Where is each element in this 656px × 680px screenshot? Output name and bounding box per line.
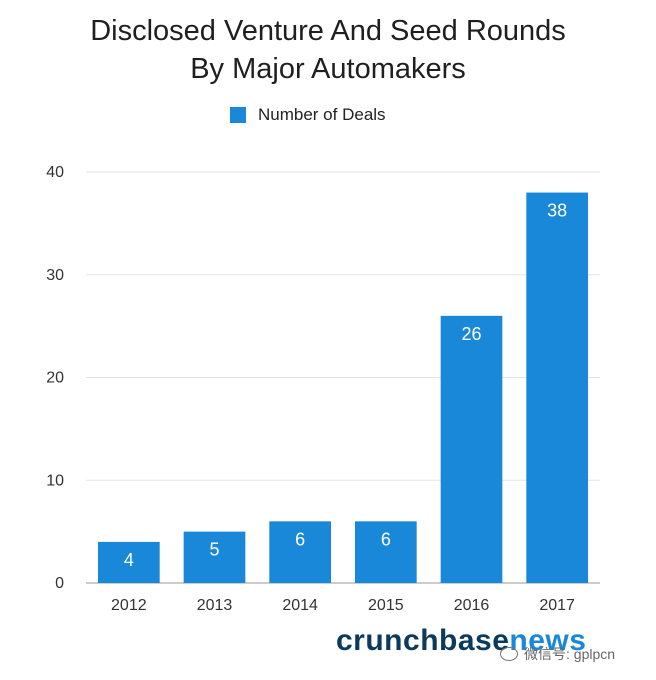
chart-title-line-2: By Major Automakers bbox=[190, 53, 466, 85]
bar bbox=[440, 315, 503, 583]
x-tick-label: 2016 bbox=[454, 597, 490, 614]
brand-logo: crunchbasenews bbox=[336, 624, 586, 658]
y-tick-label: 20 bbox=[46, 370, 64, 387]
legend: Number of Deals bbox=[230, 104, 386, 126]
watermark-text: 微信号: gplpcn bbox=[524, 646, 616, 662]
y-tick-label: 10 bbox=[46, 472, 64, 489]
data-label: 38 bbox=[547, 201, 567, 221]
y-tick-label: 0 bbox=[55, 575, 64, 592]
data-label: 6 bbox=[381, 529, 391, 549]
chart-title: Disclosed Venture And Seed Rounds By Maj… bbox=[0, 12, 656, 88]
bar bbox=[97, 541, 160, 583]
x-tick-label: 2017 bbox=[539, 597, 575, 614]
data-label: 4 bbox=[124, 550, 134, 570]
legend-swatch bbox=[230, 107, 246, 123]
bar bbox=[269, 521, 332, 583]
x-tick-label: 2014 bbox=[282, 597, 318, 614]
y-tick-label: 30 bbox=[46, 267, 64, 284]
data-label: 5 bbox=[209, 540, 219, 560]
chart-title-line-1: Disclosed Venture And Seed Rounds bbox=[90, 15, 566, 47]
bar bbox=[183, 531, 246, 583]
y-tick-label: 40 bbox=[46, 164, 64, 181]
x-tick-label: 2015 bbox=[368, 597, 404, 614]
x-tick-label: 2013 bbox=[197, 597, 233, 614]
data-label: 6 bbox=[295, 529, 305, 549]
bar bbox=[526, 192, 589, 584]
brand-accent: news bbox=[509, 624, 587, 657]
legend-label: Number of Deals bbox=[258, 105, 386, 124]
wechat-icon bbox=[500, 647, 518, 661]
x-tick-label: 2012 bbox=[111, 597, 147, 614]
data-label: 26 bbox=[461, 324, 481, 344]
bar bbox=[354, 521, 417, 583]
brand-main: crunchbase bbox=[336, 624, 510, 657]
watermark: 微信号: gplpcn bbox=[500, 644, 615, 664]
